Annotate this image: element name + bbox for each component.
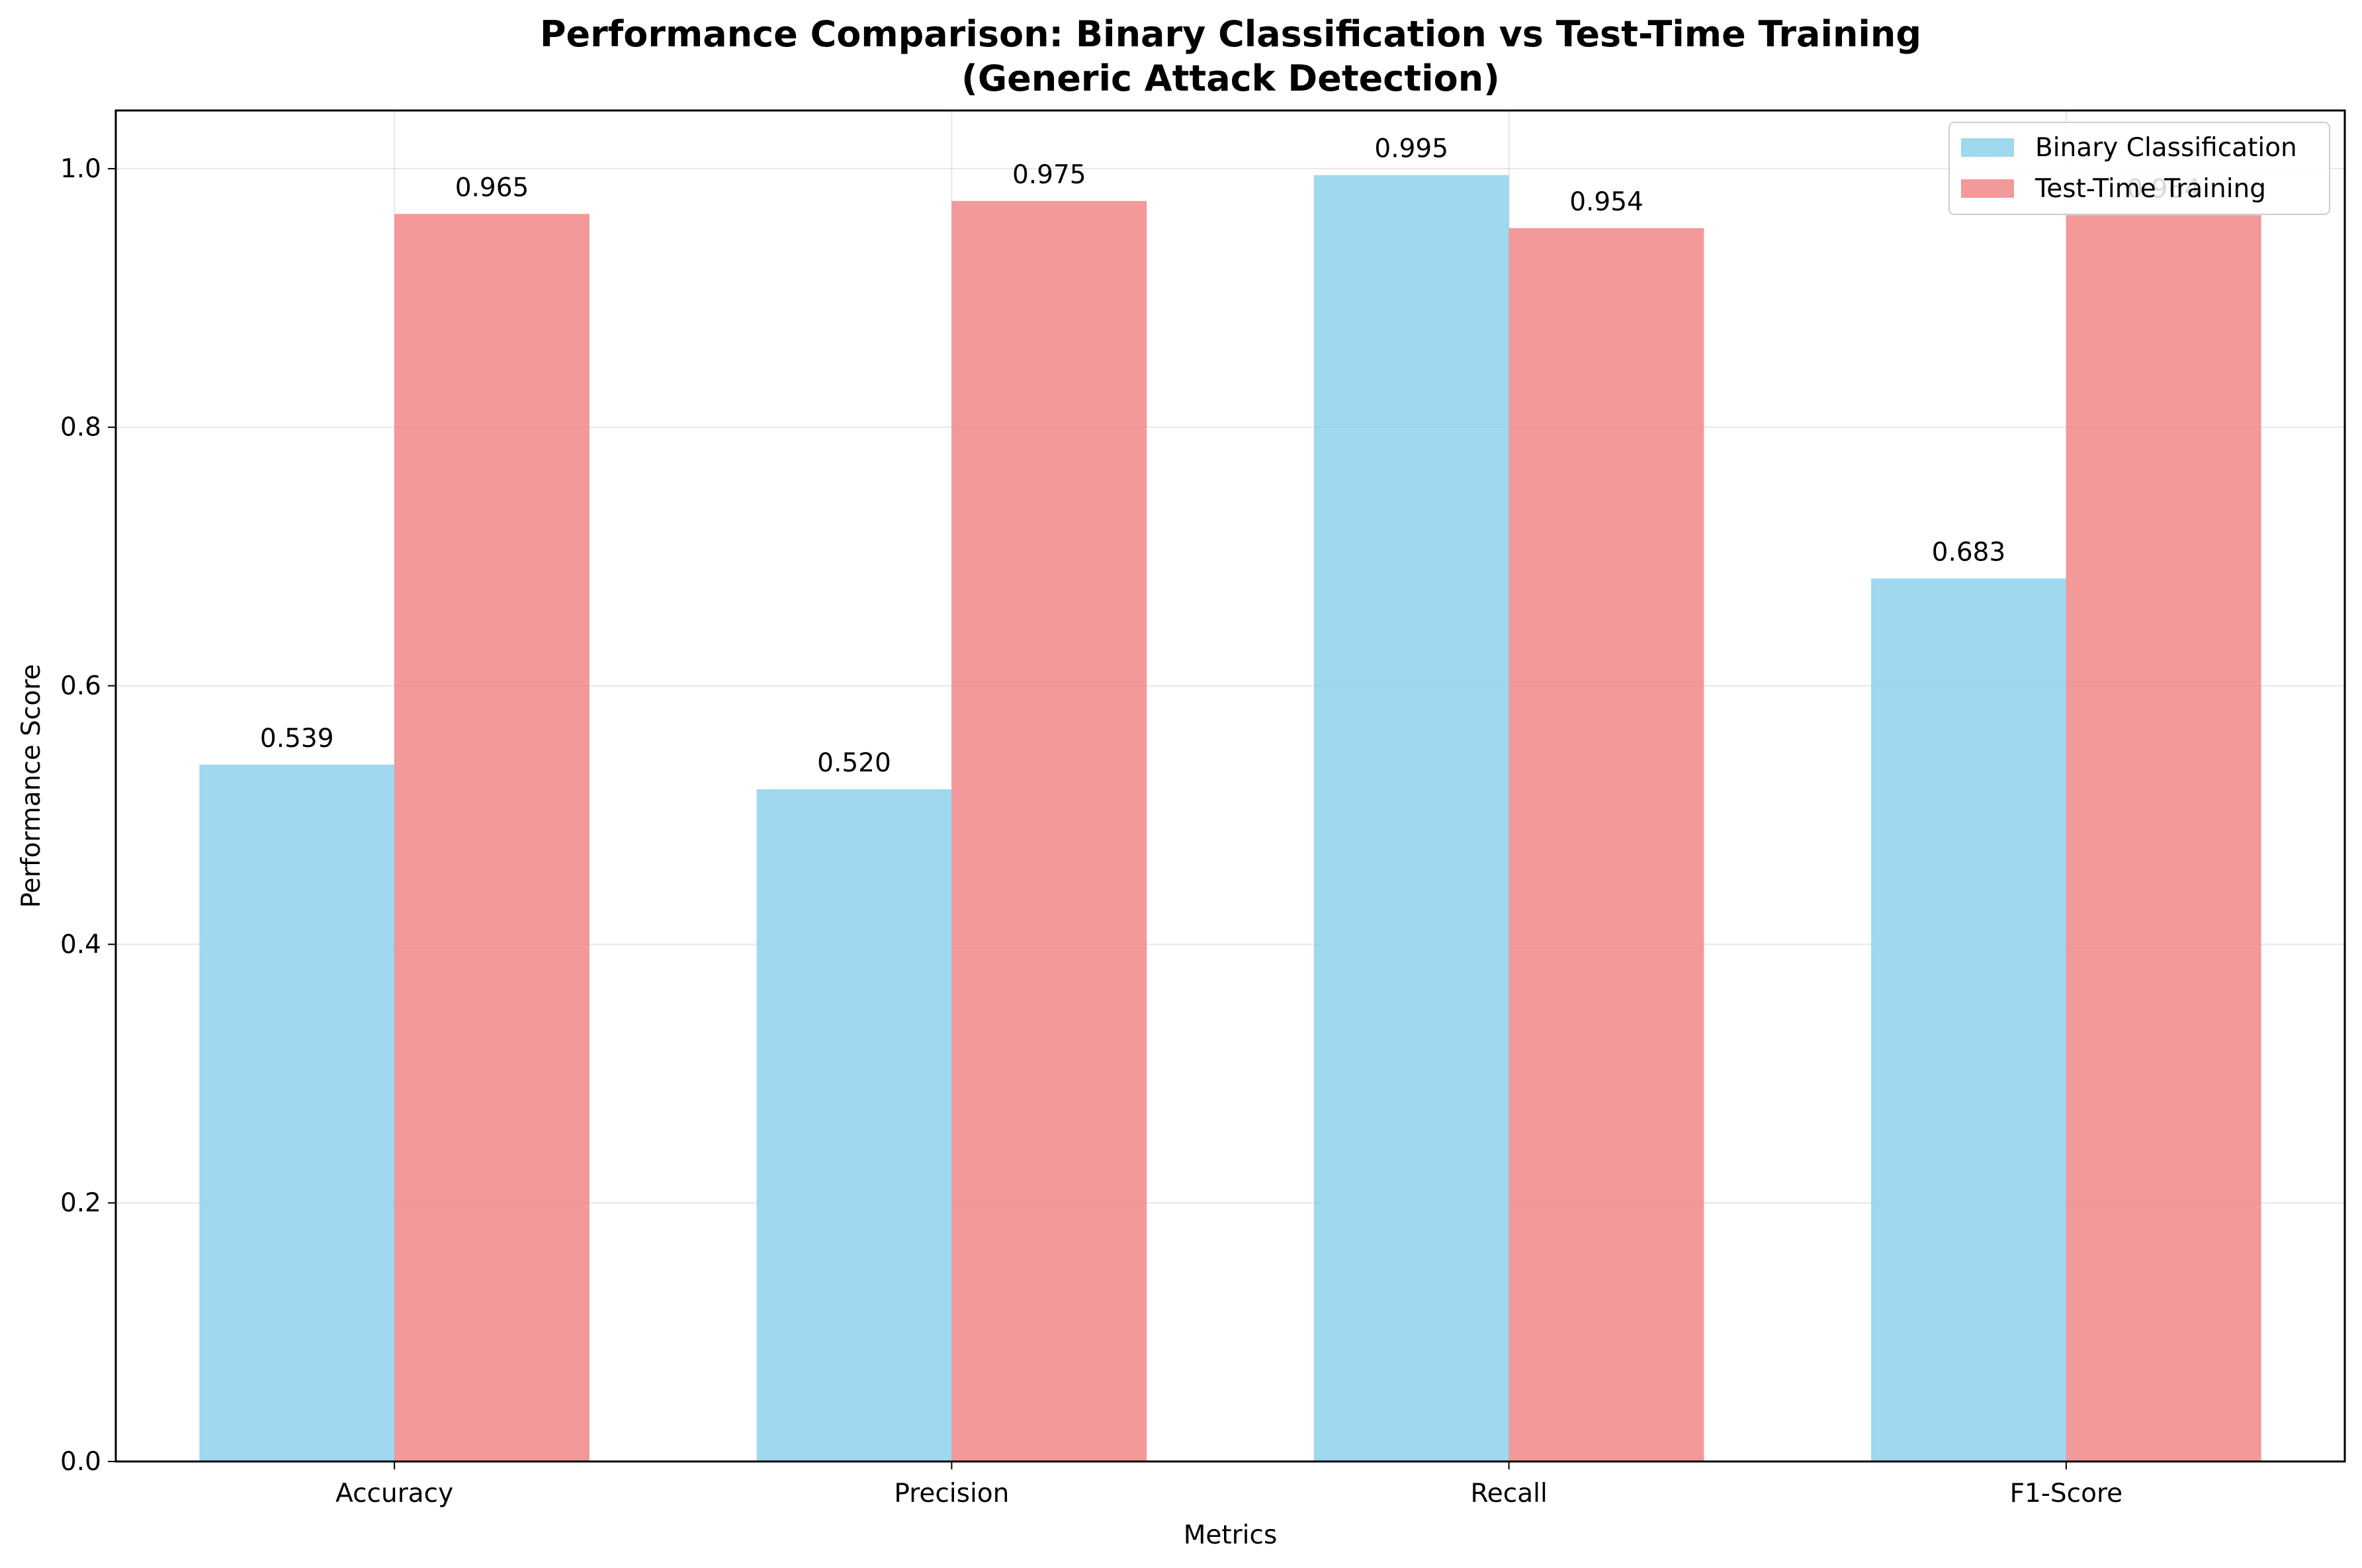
bar-binary-f1-score	[1871, 578, 2066, 1461]
bar-value-label: 0.539	[260, 724, 334, 754]
x-tick-label: F1-Score	[2010, 1479, 2123, 1508]
x-axis-label: Metrics	[1184, 1520, 1278, 1550]
bar-ttt-f1-score	[2066, 215, 2261, 1461]
y-axis-label: Performance Score	[17, 664, 46, 908]
bars-layer	[199, 175, 2261, 1462]
bar-value-label: 0.520	[817, 748, 891, 778]
y-tick-label: 1.0	[60, 154, 101, 184]
chart-title: Performance Comparison: Binary Classific…	[540, 13, 1921, 55]
legend-swatch	[1961, 138, 2014, 157]
y-tick-label: 0.2	[60, 1188, 101, 1218]
legend-label: Test-Time Training	[2034, 174, 2266, 204]
bar-ttt-accuracy	[394, 214, 590, 1462]
bar-value-label: 0.975	[1012, 160, 1086, 190]
ticks-layer: 0.0 0.2 0.4 0.6 0.8 1.0 Accuracy Precision Recal…	[60, 154, 2122, 1508]
bar-binary-accuracy	[199, 764, 395, 1461]
y-tick-label: 0.0	[60, 1447, 101, 1477]
bar-value-label: 0.965	[455, 173, 529, 202]
bar-ttt-precision	[951, 200, 1147, 1462]
legend-label: Binary Classification	[2035, 133, 2297, 163]
legend: Binary Classification Test-Time Training	[1948, 122, 2330, 215]
bar-binary-precision	[756, 789, 952, 1461]
x-tick-label: Precision	[894, 1479, 1009, 1508]
y-tick-label: 0.4	[60, 930, 101, 959]
legend-frame	[1948, 122, 2330, 215]
y-tick-label: 0.8	[60, 413, 101, 443]
x-tick-label: Recall	[1470, 1479, 1547, 1508]
bar-value-label: 0.995	[1374, 134, 1448, 164]
chart-title-group: Performance Comparison: Binary Classific…	[540, 13, 1921, 99]
bar-value-label: 0.683	[1932, 537, 2006, 567]
y-tick-label: 0.6	[60, 672, 101, 701]
plot-frame	[114, 109, 2346, 1463]
bar-binary-recall	[1313, 175, 1509, 1461]
bar-ttt-recall	[1509, 228, 1704, 1462]
chart-subtitle: (Generic Attack Detection)	[961, 58, 1500, 99]
x-tick-label: Accuracy	[335, 1479, 453, 1508]
bar-value-label: 0.954	[1569, 187, 1643, 217]
legend-swatch	[1961, 179, 2014, 198]
